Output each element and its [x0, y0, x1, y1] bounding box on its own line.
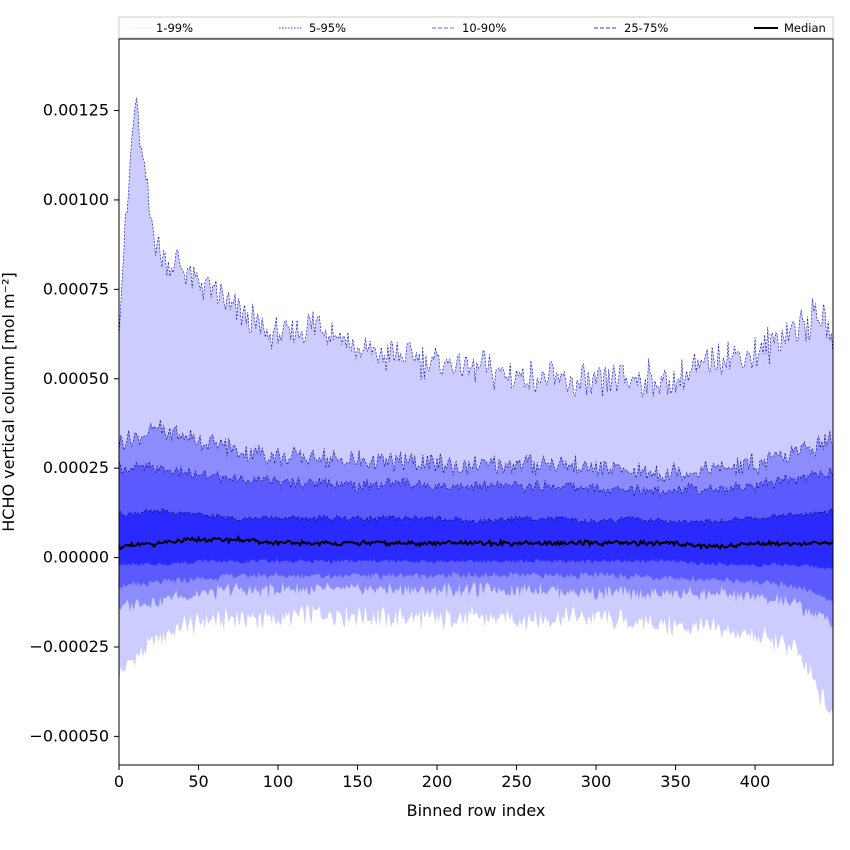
- legend-label: 1-99%: [156, 21, 193, 35]
- y-tick-label: 0.00025: [43, 458, 109, 477]
- x-tick-label: 250: [501, 772, 532, 791]
- legend-box: [118, 16, 834, 39]
- band-1-99pct: [119, 97, 833, 714]
- y-tick-label: −0.00025: [29, 637, 109, 656]
- x-tick-label: 350: [660, 772, 691, 791]
- x-tick-label: 100: [263, 772, 294, 791]
- legend: 1-99% 5-95% 10-90% 25-75% Median: [118, 16, 834, 39]
- legend-label: 25-75%: [624, 21, 668, 35]
- y-axis-label: HCHO vertical column [mol m⁻²]: [0, 272, 18, 531]
- line-upper-5-95pct: [118, 419, 834, 484]
- x-tick-label: 200: [422, 772, 453, 791]
- y-axis-ticks: −0.00050 −0.00025 0.00000 0.00025 0.00050 0.0…: [29, 101, 119, 745]
- legend-label: 5-95%: [309, 21, 346, 35]
- line-upper-1-99pct: [118, 97, 834, 398]
- x-axis-ticks: 0 50 100 150 200 250 300 350 400: [114, 765, 770, 791]
- x-tick-label: 400: [740, 772, 771, 791]
- line-upper-10-90pct: [118, 460, 834, 497]
- percentile-lines: [118, 97, 834, 551]
- y-tick-label: 0.00000: [43, 548, 109, 567]
- axes-frame: [118, 38, 834, 766]
- x-tick-label: 300: [581, 772, 612, 791]
- x-tick-label: 0: [114, 772, 124, 791]
- legend-label: 10-90%: [462, 21, 506, 35]
- line-median: [118, 534, 834, 551]
- x-axis-label: Binned row index: [407, 801, 546, 820]
- band-25-75pct: [119, 508, 833, 571]
- x-tick-label: 50: [188, 772, 208, 791]
- legend-label: Median: [784, 21, 826, 35]
- percentile-bands: [119, 97, 833, 714]
- y-tick-label: 0.00100: [43, 190, 109, 209]
- y-tick-label: 0.00050: [43, 369, 109, 388]
- x-tick-label: 150: [342, 772, 373, 791]
- y-tick-label: 0.00075: [43, 279, 109, 298]
- line-upper-25-75pct: [118, 508, 834, 526]
- y-tick-label: 0.00125: [43, 101, 109, 120]
- y-tick-label: −0.00050: [29, 726, 109, 745]
